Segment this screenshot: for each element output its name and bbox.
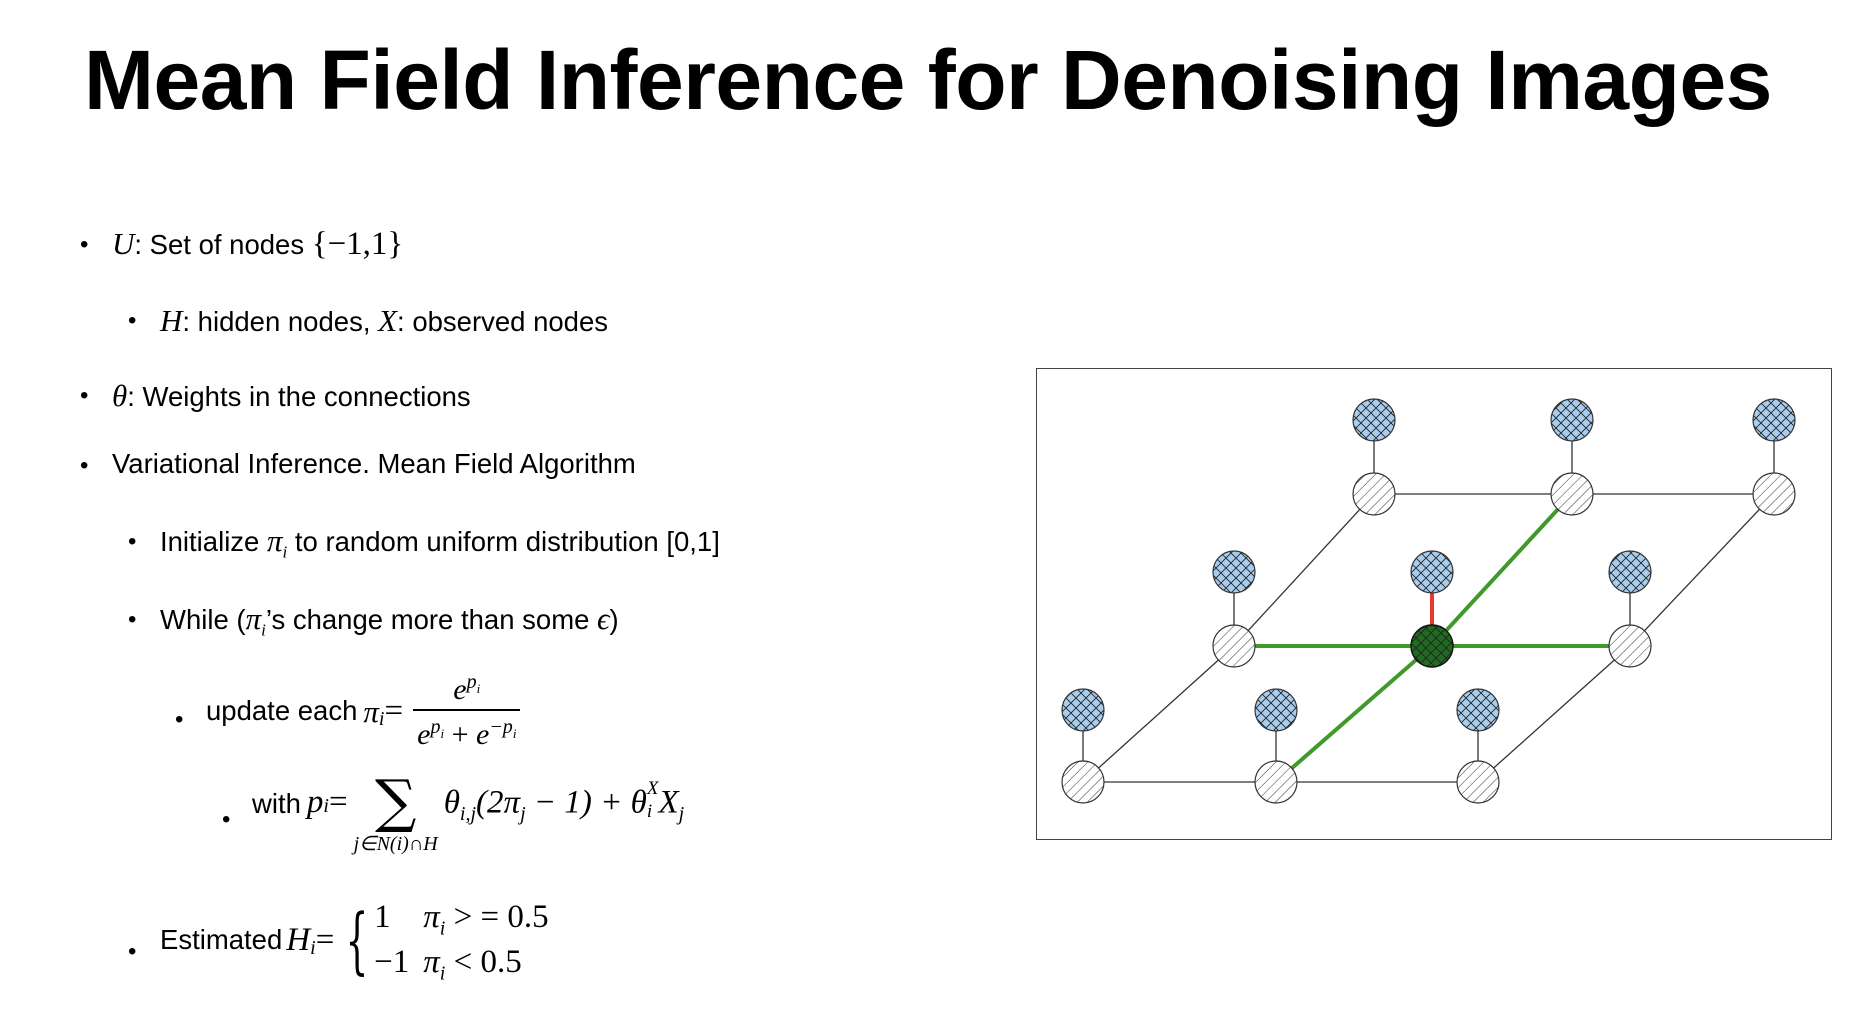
neighbor-edges: [1234, 492, 1630, 784]
bullet-marker: •: [128, 307, 137, 334]
bullet-initialize: Initialize πi to random uniform distribu…: [160, 523, 720, 562]
hidden-nodes: [1061, 472, 1796, 804]
bullet-marker: •: [175, 706, 184, 733]
bullet-marker: •: [128, 938, 137, 965]
softmax-fraction: epi epi + e−pi: [413, 672, 521, 750]
bullet-hidden-observed: H: hidden nodes, X: observed nodes: [160, 303, 609, 338]
bullet-marker: •: [128, 528, 137, 555]
summation: ∑ j∈N(i)∩H: [353, 767, 438, 855]
bullet-set-of-nodes: U: Set of nodes {−1,1}: [112, 226, 404, 262]
center-hidden-node: [1410, 624, 1454, 668]
bullet-marker: •: [128, 606, 137, 633]
bullet-marker: •: [222, 806, 231, 833]
bullet-marker: •: [80, 452, 89, 479]
bullet-weights: θ: Weights in the connections: [112, 378, 471, 413]
mrf-grid-figure: [1036, 368, 1832, 840]
bullet-marker: •: [80, 382, 89, 409]
observed-nodes: [1061, 398, 1796, 732]
piecewise-cases: 1 πi > = 0.5 −1 πi < 0.5: [374, 899, 549, 985]
slide-title: Mean Field Inference for Denoising Image…: [84, 33, 1772, 127]
bullet-marker: •: [80, 231, 89, 258]
grid-edges: [1082, 493, 1775, 783]
bullet-variational-inference: Variational Inference. Mean Field Algori…: [112, 448, 636, 479]
bullet-while-loop: While (πi’s change more than some ϵ): [160, 601, 619, 640]
